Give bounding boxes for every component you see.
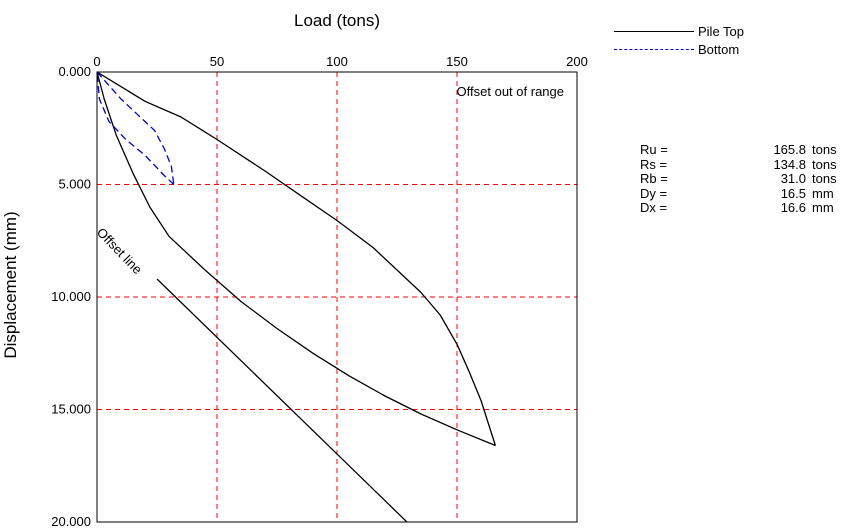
result-unit: tons bbox=[812, 171, 837, 186]
plot-frame bbox=[96, 71, 578, 523]
y-tick-label: 0.000 bbox=[58, 64, 91, 79]
legend-item-pile-top: Pile Top bbox=[614, 22, 744, 40]
result-value: 16.6 bbox=[780, 200, 806, 215]
legend-swatch-pile-top bbox=[614, 30, 694, 32]
result-label: Rb = bbox=[640, 171, 668, 186]
y-tick-label: 20.000 bbox=[51, 514, 91, 528]
result-row-rb: Rb = 31.0 tons bbox=[640, 171, 860, 187]
x-tick-label: 150 bbox=[446, 54, 468, 69]
data-series bbox=[97, 72, 497, 522]
result-unit: mm bbox=[812, 185, 834, 201]
result-row-dy: Dy = 16.5 mm bbox=[640, 185, 860, 202]
legend-label-bottom: Bottom bbox=[698, 41, 740, 57]
x-tick-label: 50 bbox=[210, 54, 224, 69]
series-bottom-unloading bbox=[97, 72, 175, 185]
result-label: Dx = bbox=[640, 200, 668, 215]
y-axis-title: Displacement (mm) bbox=[1, 211, 20, 358]
offset-line-label: Offset line bbox=[94, 225, 145, 277]
legend-item-bottom: Bottom bbox=[614, 40, 744, 58]
result-unit: tons bbox=[812, 156, 837, 172]
series-offset-line-line bbox=[156, 278, 408, 522]
result-value: 134.8 bbox=[773, 156, 806, 172]
y-tick-label: 5.000 bbox=[58, 177, 91, 192]
result-row-rs: Rs = 134.8 tons bbox=[640, 156, 860, 173]
series-pile-top-loading bbox=[97, 72, 497, 446]
result-label: Rs = bbox=[640, 156, 668, 172]
result-label: Ru = bbox=[640, 142, 668, 157]
result-unit: tons bbox=[812, 142, 837, 157]
x-axis-title: Load (tons) bbox=[294, 11, 380, 30]
y-tick-label: 15.000 bbox=[51, 402, 91, 417]
result-value: 165.8 bbox=[773, 142, 806, 157]
legend-swatch-bottom bbox=[614, 48, 694, 50]
result-unit: mm bbox=[812, 200, 834, 215]
result-value: 16.5 bbox=[780, 185, 806, 201]
x-tick-label: 100 bbox=[326, 54, 348, 69]
legend-label-pile-top: Pile Top bbox=[698, 23, 745, 39]
y-tick-label: 10.000 bbox=[51, 289, 91, 304]
result-row-ru: Ru = 165.8 tons bbox=[640, 142, 860, 158]
y-tick-labels: 0.000 5.000 10.000 15.000 20.000 bbox=[51, 64, 91, 528]
offset-out-of-range-note: Offset out of range bbox=[457, 84, 564, 99]
series-pile-top-unloading bbox=[97, 72, 496, 447]
x-tick-labels: 0 50 100 150 200 bbox=[93, 54, 587, 69]
results-table: Ru = 165.8 tons Rs = 134.8 tons Rb = 31.… bbox=[640, 142, 860, 216]
result-row-dx: Dx = 16.6 mm bbox=[640, 200, 860, 216]
result-label: Dy = bbox=[640, 185, 668, 201]
x-tick-label: 0 bbox=[93, 54, 100, 69]
x-tick-label: 200 bbox=[566, 54, 588, 69]
result-value: 31.0 bbox=[780, 171, 806, 186]
legend: Pile Top Bottom bbox=[614, 22, 744, 58]
series-bottom-loading bbox=[97, 72, 175, 185]
grid-lines bbox=[97, 72, 577, 522]
